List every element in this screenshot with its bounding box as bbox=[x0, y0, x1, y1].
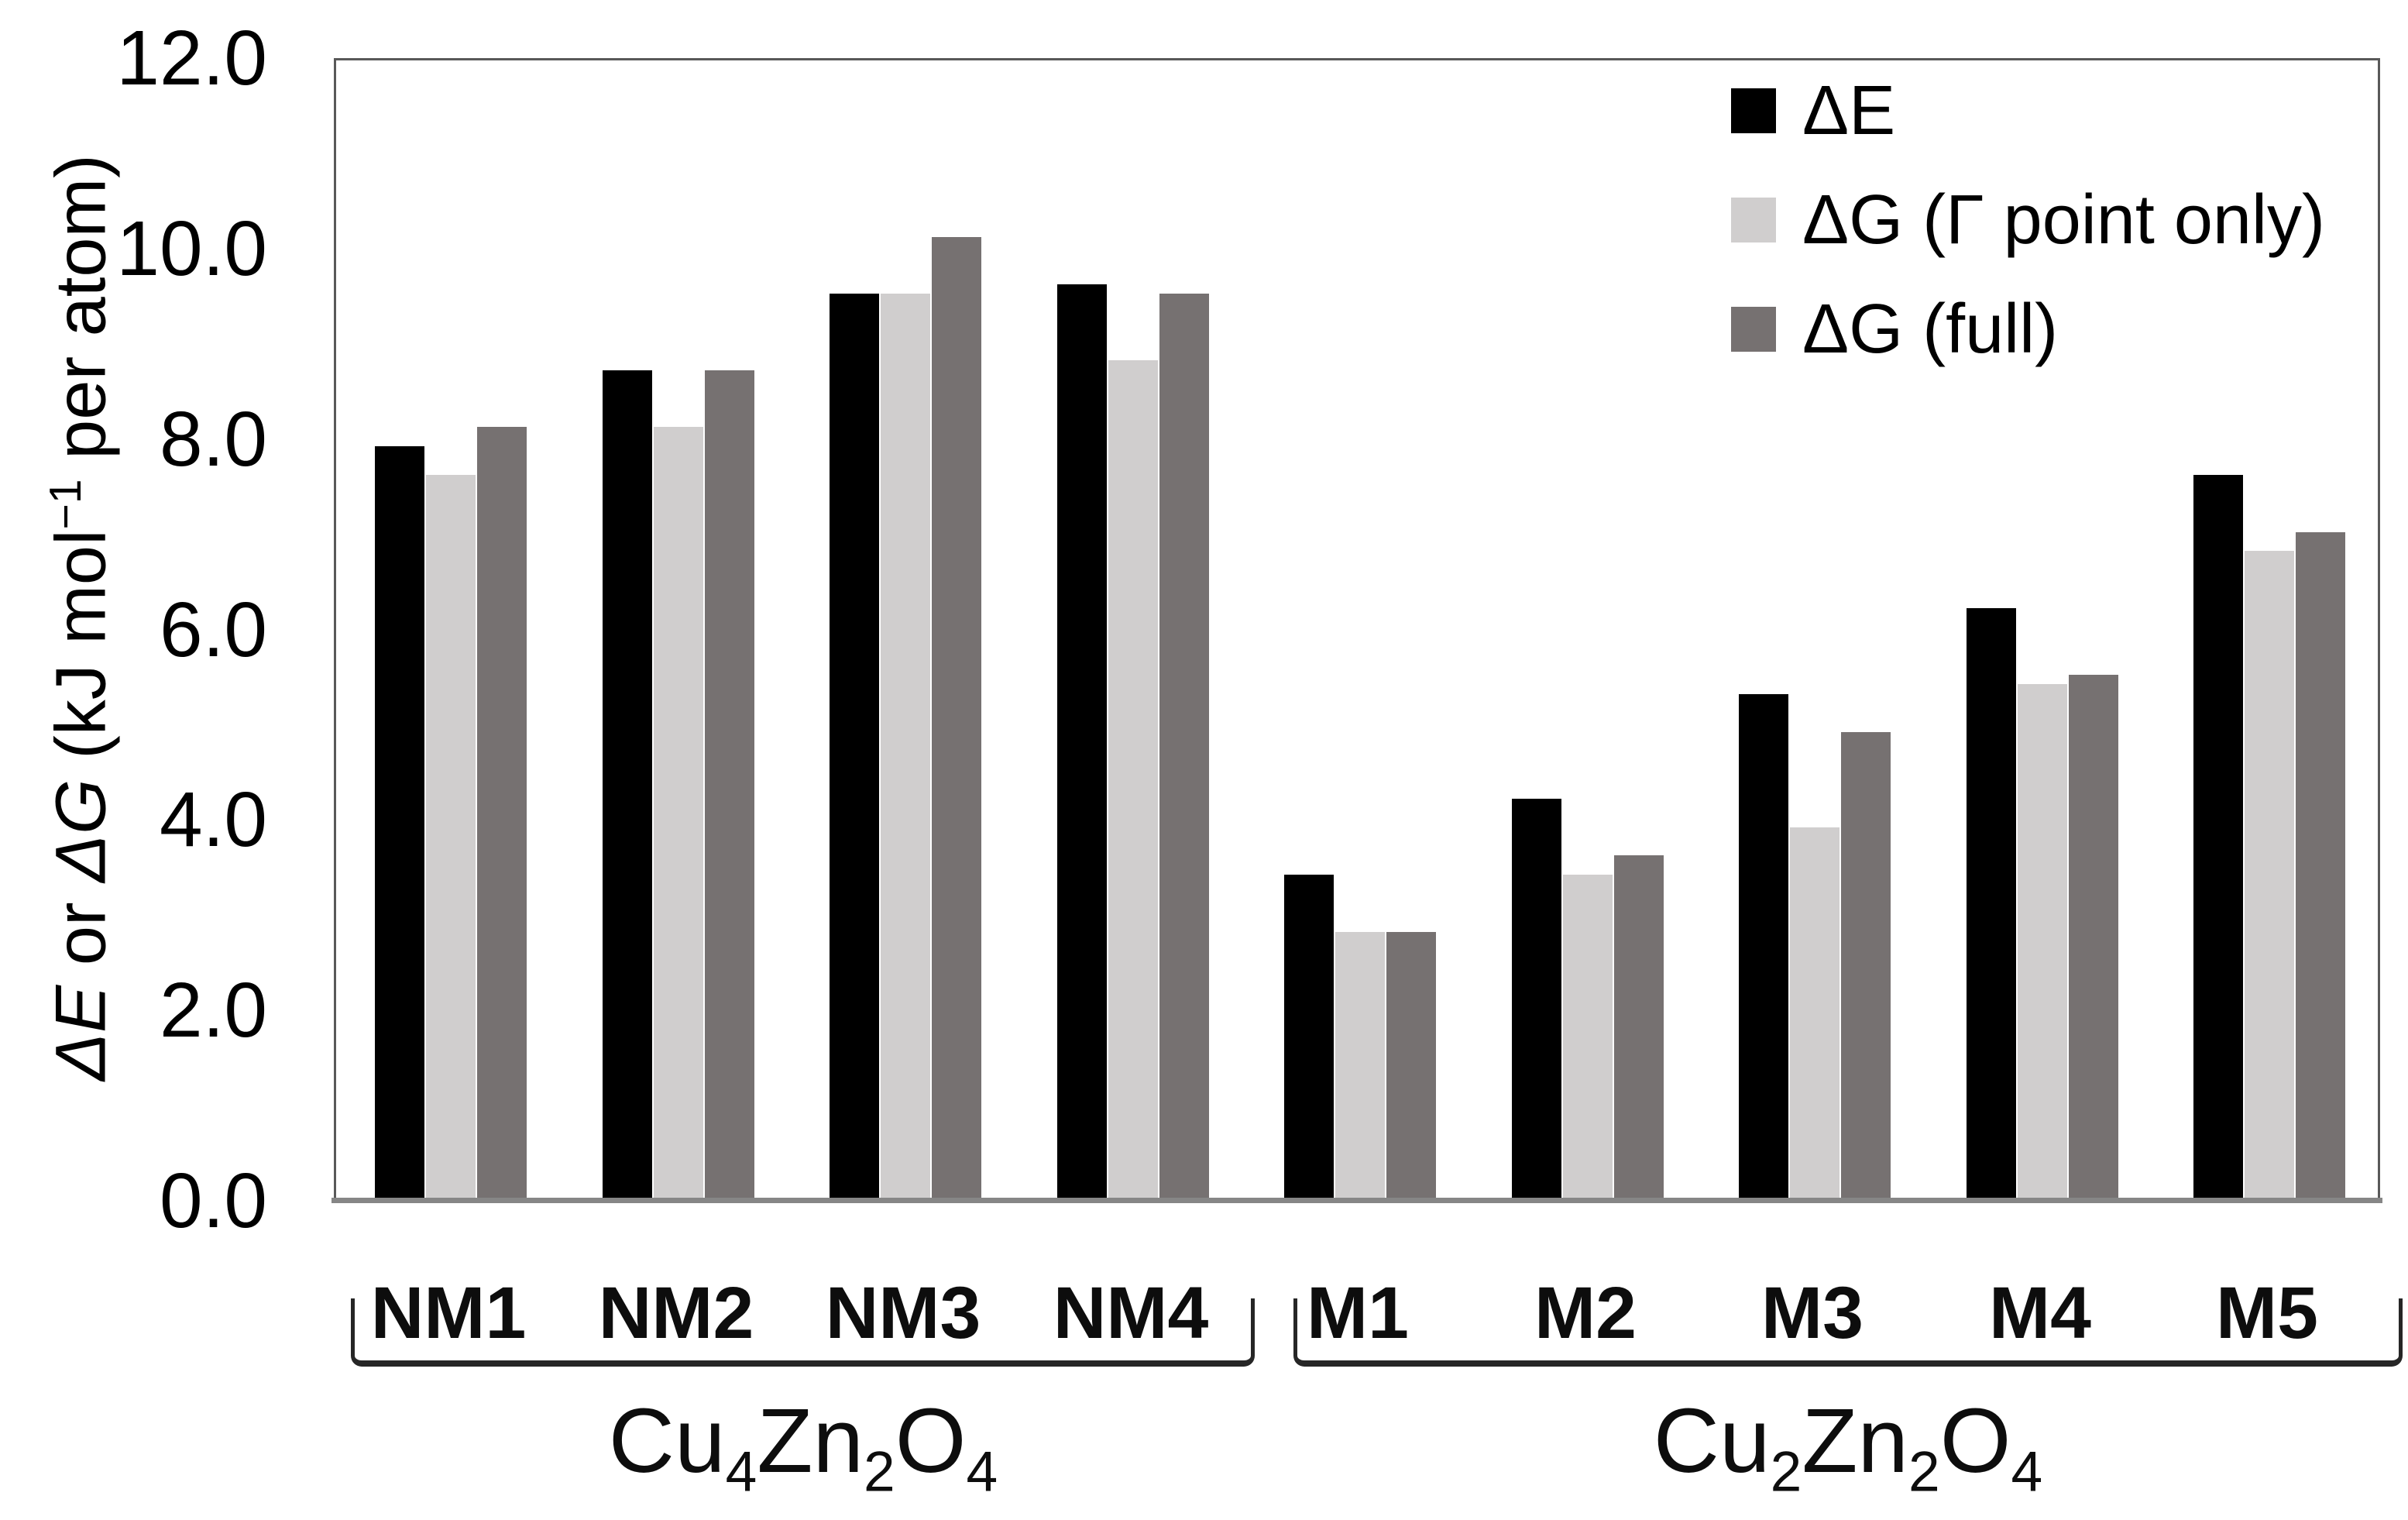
formula-text: Zn bbox=[757, 1390, 864, 1492]
legend-swatch bbox=[1731, 307, 1776, 352]
formula-subscript: 2 bbox=[864, 1439, 895, 1504]
bar-NM3-series2 bbox=[881, 294, 930, 1198]
formula-text: Cu bbox=[608, 1390, 726, 1492]
y-tick-label: 12.0 bbox=[116, 15, 267, 101]
bar-M2-series1 bbox=[1512, 799, 1561, 1198]
bar-M1-series3 bbox=[1386, 932, 1436, 1198]
group-bracket bbox=[1293, 1298, 2403, 1367]
formula-text: O bbox=[1939, 1390, 2011, 1492]
legend-row: ΔG (full) bbox=[1731, 291, 2059, 368]
x-category-label-M3: M3 bbox=[1761, 1272, 1864, 1354]
bar-M3-series1 bbox=[1739, 694, 1788, 1198]
bar-NM4-series1 bbox=[1057, 284, 1107, 1198]
formula-text: Zn bbox=[1802, 1390, 1909, 1492]
formula-text: Cu bbox=[1653, 1390, 1771, 1492]
plot-area bbox=[334, 58, 2380, 1201]
bar-NM2-series2 bbox=[654, 427, 703, 1198]
y-tick-label: 2.0 bbox=[159, 967, 267, 1054]
formula-subscript: 4 bbox=[725, 1439, 757, 1504]
legend-row: ΔE bbox=[1731, 72, 1896, 150]
y-tick-label: 10.0 bbox=[116, 205, 267, 292]
y-tick-label: 0.0 bbox=[159, 1157, 267, 1244]
bar-M1-series2 bbox=[1335, 932, 1385, 1198]
group-bracket bbox=[351, 1298, 1255, 1367]
bar-NM1-series3 bbox=[477, 427, 527, 1198]
bar-M1-series1 bbox=[1284, 875, 1334, 1198]
bar-NM3-series1 bbox=[830, 294, 879, 1198]
x-category-label-NM3: NM3 bbox=[825, 1272, 981, 1354]
x-category-label-NM1: NM1 bbox=[370, 1272, 527, 1354]
formula-subscript: 4 bbox=[2011, 1439, 2043, 1504]
bar-M5-series1 bbox=[2193, 475, 2243, 1198]
group-formula-label: Cu4Zn2O4 bbox=[493, 1388, 1113, 1505]
formula-text: O bbox=[895, 1390, 967, 1492]
bar-M5-series3 bbox=[2296, 532, 2345, 1198]
y-tick-label: 6.0 bbox=[159, 586, 267, 673]
x-category-label-M1: M1 bbox=[1307, 1272, 1409, 1354]
bar-M4-series3 bbox=[2069, 675, 2118, 1198]
x-category-label-NM2: NM2 bbox=[598, 1272, 754, 1354]
legend-label: ΔE bbox=[1802, 72, 1896, 150]
bar-M2-series3 bbox=[1614, 855, 1664, 1198]
legend-label: ΔG (full) bbox=[1802, 291, 2059, 368]
x-category-label-M2: M2 bbox=[1534, 1272, 1637, 1354]
x-category-label-NM4: NM4 bbox=[1053, 1272, 1209, 1354]
bar-NM3-series3 bbox=[932, 237, 981, 1198]
bar-M4-series2 bbox=[2018, 684, 2067, 1198]
formula-subscript: 2 bbox=[1908, 1439, 1940, 1504]
x-category-label-M5: M5 bbox=[2216, 1272, 2318, 1354]
bar-NM4-series3 bbox=[1159, 294, 1209, 1198]
bar-M4-series1 bbox=[1967, 608, 2016, 1198]
bar-M5-series2 bbox=[2245, 551, 2294, 1198]
legend-swatch bbox=[1731, 198, 1776, 242]
y-tick-label: 8.0 bbox=[159, 395, 267, 483]
bar-NM1-series1 bbox=[375, 446, 424, 1198]
bar-M3-series3 bbox=[1841, 732, 1891, 1198]
formula-subscript: 4 bbox=[966, 1439, 998, 1504]
bar-NM2-series3 bbox=[705, 370, 754, 1198]
legend-label: ΔG (Γ point only) bbox=[1802, 181, 2325, 259]
x-axis-line bbox=[331, 1198, 2382, 1203]
formula-subscript: 2 bbox=[1770, 1439, 1802, 1504]
legend-swatch bbox=[1731, 88, 1776, 133]
bar-NM1-series2 bbox=[426, 475, 476, 1198]
bar-M3-series2 bbox=[1790, 827, 1839, 1198]
legend-row: ΔG (Γ point only) bbox=[1731, 181, 2325, 259]
y-tick-label: 4.0 bbox=[159, 776, 267, 864]
bar-NM2-series1 bbox=[603, 370, 652, 1198]
bar-M2-series2 bbox=[1563, 875, 1613, 1198]
x-category-label-M4: M4 bbox=[1989, 1272, 2091, 1354]
bar-NM4-series2 bbox=[1108, 360, 1158, 1198]
group-formula-label: Cu2Zn2O4 bbox=[1538, 1388, 2158, 1505]
